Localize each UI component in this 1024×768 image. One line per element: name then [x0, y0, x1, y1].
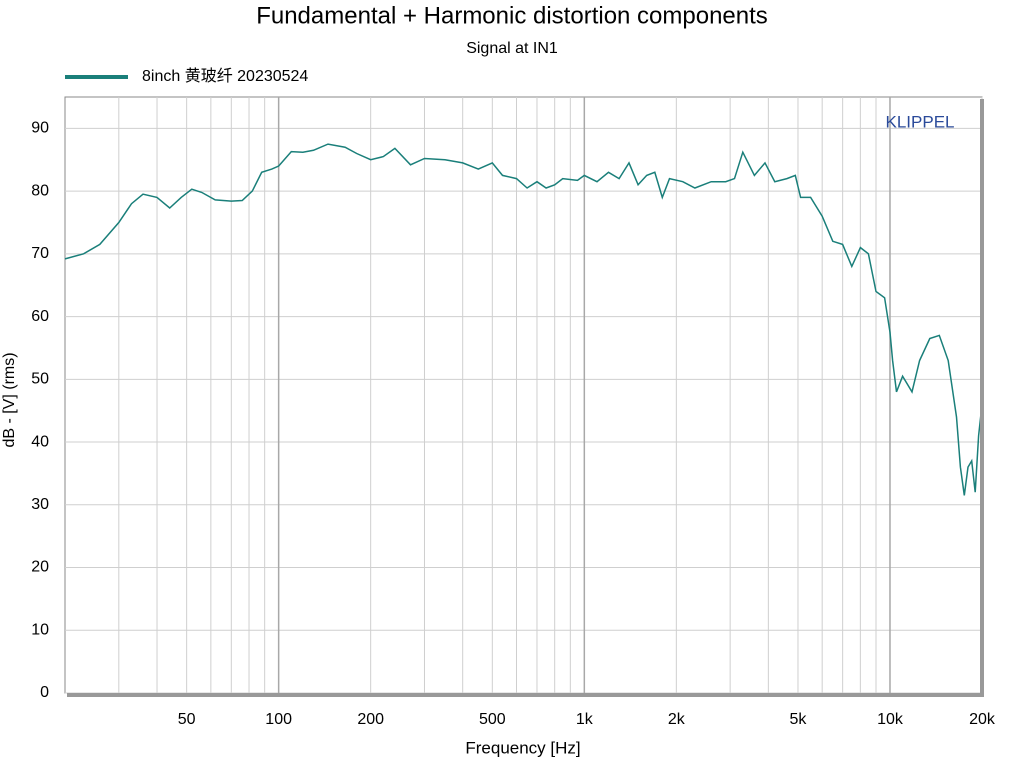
y-tick-label: 20 [31, 559, 49, 576]
chart-title: Fundamental + Harmonic distortion compon… [256, 2, 768, 29]
x-tick-label: 200 [357, 711, 384, 728]
x-tick-label: 20k [969, 711, 996, 728]
y-tick-label: 60 [31, 308, 49, 325]
x-tick-label: 1k [576, 711, 594, 728]
x-tick-label: 10k [877, 711, 904, 728]
y-tick-label: 90 [31, 120, 49, 137]
chart-subtitle: Signal at IN1 [466, 40, 558, 57]
y-tick-label: 40 [31, 433, 49, 450]
y-tick-label: 0 [40, 684, 49, 701]
y-tick-label: 10 [31, 621, 49, 638]
x-tick-label: 5k [790, 711, 808, 728]
y-axis-label: dB - [V] (rms) [1, 352, 18, 447]
data-line [64, 143, 983, 496]
plot-area [64, 96, 983, 694]
y-tick-label: 70 [31, 245, 49, 262]
annotation: KLIPPEL [886, 112, 955, 131]
y-tick-label: 80 [31, 182, 49, 199]
x-tick-label: 2k [668, 711, 686, 728]
x-tick-label: 50 [178, 711, 196, 728]
legend-label: 8inch 黄玻纤 20230524 [142, 67, 308, 85]
marks [64, 143, 983, 496]
y-tick-label: 30 [31, 496, 49, 513]
y-tick-label: 50 [31, 371, 49, 388]
x-tick-label: 100 [265, 711, 292, 728]
x-tick-label: 500 [479, 711, 506, 728]
x-axis-label: Frequency [Hz] [465, 738, 580, 757]
grid [65, 97, 983, 694]
